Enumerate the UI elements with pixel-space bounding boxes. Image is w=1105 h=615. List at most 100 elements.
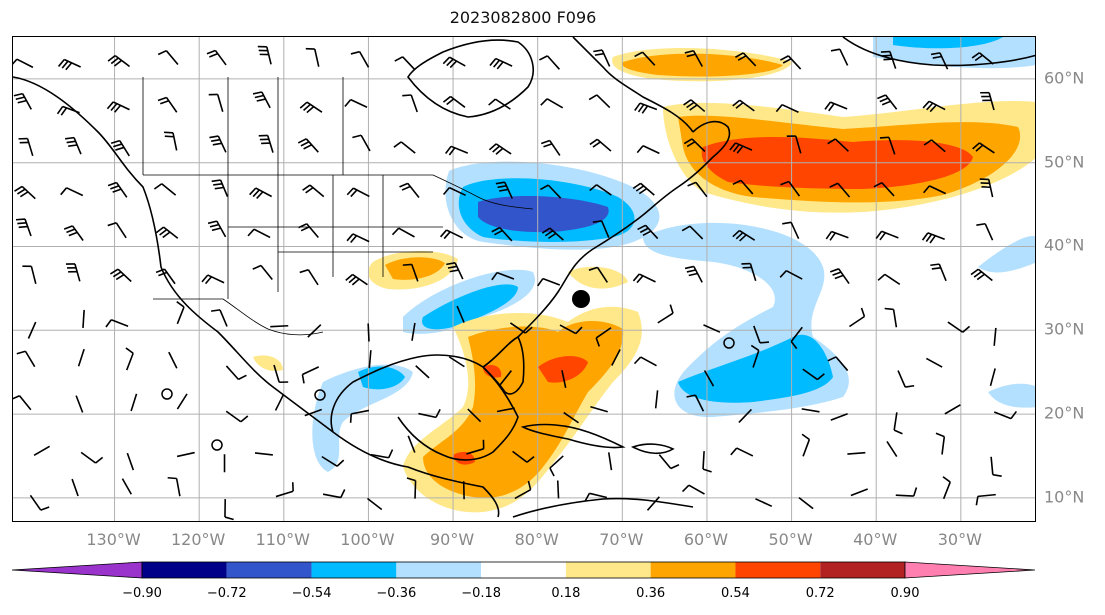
wind-barb [418,409,441,419]
wind-barb [321,455,345,467]
anomaly-fill-layer [253,37,1035,513]
colorbar-segment [735,562,821,578]
wind-barb [402,94,418,113]
wind-barb [559,324,583,335]
wind-barb [249,187,273,199]
negative-anomaly-contour [478,195,609,233]
wind-barb [209,135,227,153]
wind-barb [681,484,705,495]
wind-barb [274,393,285,411]
wind-barb [80,451,104,464]
wind-barb [399,182,420,198]
wind-barb [301,366,320,384]
wind-barb [155,268,176,285]
wind-barb [153,183,177,196]
wind-barb [637,224,659,240]
wind-barb [496,407,515,413]
wind-barb [738,408,752,423]
latitude-label: 20°N [1044,403,1085,423]
political-borders [142,77,534,336]
negative-anomaly-contour [678,334,833,403]
colorbar-tick-label: −0.18 [461,586,502,601]
wind-barb [106,101,130,113]
colorbar-tick-label: 0.54 [720,586,750,601]
wind-barb [895,487,918,497]
wind-barb [167,476,181,497]
wind-barb [442,186,467,197]
wind-barb [16,350,36,368]
wind-barb [107,181,128,198]
wind-barb [176,301,185,325]
wind-barb [439,229,464,240]
wind-barb [801,433,811,457]
wind-barb [703,324,721,333]
wind-barb [540,184,562,199]
wind-barb [71,478,79,497]
wind-barb [702,451,712,473]
wind-barb [258,134,274,153]
wind-barb [750,344,760,368]
wind-barb [541,227,564,241]
wind-barb [297,138,319,153]
wind-barb [990,456,1002,478]
wind-barb [366,497,383,511]
wind-barb [971,52,994,65]
wind-barb [442,56,466,69]
wind-barb [57,58,81,71]
wind-barb [107,54,131,68]
wind-barb [252,91,271,109]
wind-barb [683,99,706,113]
wind-barb [922,100,946,113]
negative-anomaly-contour [893,37,1003,49]
wind-barb [824,101,848,112]
wind-barb [56,105,80,116]
wind-barb [345,273,368,286]
colorbar-segment [565,562,651,578]
longitude-label: 130°W [86,530,141,549]
longitude-label: 100°W [340,530,395,549]
wind-barb [923,185,947,195]
wind-barb [488,98,511,110]
wind-barb [802,368,825,381]
east-coastline [517,120,731,338]
wind-barb [254,452,273,456]
wind-barb [827,356,849,372]
wind-barb [798,496,814,510]
wind-barb [208,93,224,112]
wind-barb [163,131,178,151]
colorbar-overflow-arrow [904,561,1036,579]
calm-wind-circle [723,337,735,349]
wind-barb [157,49,179,65]
wind-barb [537,277,561,287]
wind-barb [121,478,133,495]
longitude-label: 70°W [599,530,644,549]
negative-anomaly-contour [358,366,405,390]
colorbar-underflow-arrow [11,561,143,579]
wind-barb [63,225,84,241]
wind-barb [247,228,271,239]
longitude-label: 90°W [429,530,475,549]
wind-barb [509,322,533,334]
wind-barb [634,51,656,66]
wind-barb [801,408,820,413]
wind-barb [658,454,680,470]
wind-barb [595,327,612,347]
wind-barb [633,356,657,367]
latitude-label: 50°N [1044,152,1085,172]
wind-barb [782,221,800,240]
map-panel [12,36,1036,522]
colorbar-segment [396,562,482,578]
wind-barb [654,390,659,409]
wind-barb [646,496,660,511]
latitude-label: 10°N [1044,487,1085,507]
wind-barb [632,182,655,196]
longitude-label: 30°W [937,530,982,549]
wind-barb [350,50,370,68]
colorbar-segment [226,562,312,578]
wind-barb [539,55,561,70]
wind-barb [607,452,613,471]
colorbar-tick-label: 0.36 [636,586,666,601]
wind-barb [512,450,535,463]
wind-barb [448,356,465,368]
colorbar-tick-label: −0.72 [206,586,247,601]
